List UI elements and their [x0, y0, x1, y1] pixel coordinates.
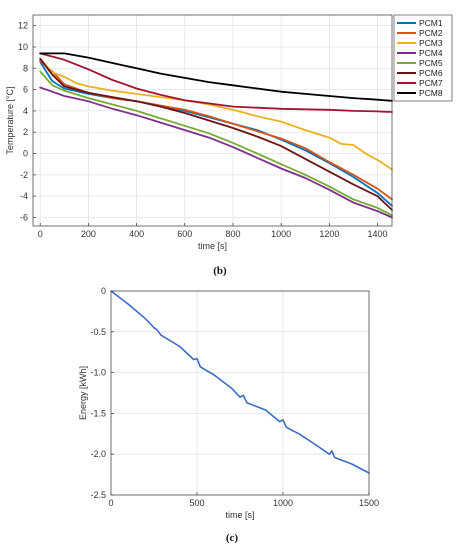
series-line-pcm3 — [39, 57, 393, 171]
series-line-pcm1 — [39, 61, 393, 207]
y-tick-label: 4 — [23, 106, 28, 116]
x-tick-label: 200 — [81, 229, 96, 239]
plot-area — [111, 291, 369, 495]
y-axis-label: Energy [kWh] — [78, 366, 88, 420]
x-tick-label: 1400 — [368, 229, 388, 239]
legend-label-pcm5: PCM5 — [419, 58, 443, 68]
series-line-pcm5 — [39, 70, 393, 217]
legend-label-pcm1: PCM1 — [419, 18, 443, 28]
y-tick-label: -6 — [20, 212, 28, 222]
legend-label-pcm3: PCM3 — [419, 38, 443, 48]
x-tick-label: 0 — [108, 498, 113, 508]
legend-label-pcm2: PCM2 — [419, 28, 443, 38]
y-tick-label: 6 — [23, 85, 28, 95]
x-tick-label: 1200 — [319, 229, 339, 239]
legend-label-pcm7: PCM7 — [419, 78, 443, 88]
y-tick-label: -0.5 — [90, 327, 106, 337]
y-tick-label: -1.5 — [90, 408, 106, 418]
series-line-pcm7 — [39, 52, 393, 113]
series-line-pcm4 — [39, 86, 393, 219]
panel-label-b: (b) — [213, 265, 227, 277]
energy-chart: 0 500 1000 1500 0 -0.5 -1.0 -1.5 -2.0 -2.5 time [s… — [78, 286, 379, 520]
legend-label-pcm8: PCM8 — [419, 88, 443, 98]
y-tick-label: 8 — [23, 63, 28, 73]
y-tick-label: -2.5 — [90, 490, 106, 500]
y-tick-label: 0 — [23, 149, 28, 159]
x-tick-label: 500 — [189, 498, 204, 508]
y-tick-label: -2.0 — [90, 449, 106, 459]
x-tick-label: 800 — [225, 229, 240, 239]
plot-frame — [32, 14, 393, 227]
y-tick-label: 10 — [18, 42, 28, 52]
plot-frame — [110, 290, 370, 496]
x-tick-label: 0 — [38, 229, 43, 239]
x-tick-label: 1500 — [359, 498, 379, 508]
legend-label-pcm4: PCM4 — [419, 48, 443, 58]
panel-label-c: (c) — [226, 532, 239, 544]
y-tick-label: 0 — [101, 286, 106, 296]
y-tick-label: -2 — [20, 170, 28, 180]
x-tick-label: 1000 — [273, 498, 293, 508]
y-axis-label: Temperature [°C] — [5, 86, 15, 154]
y-tick-label: -1.0 — [90, 368, 106, 378]
temperature-chart: 0 200 400 600 800 1000 1200 1400 -6 -4 -2 0 2 4 6 8 10 12… — [5, 14, 393, 251]
y-tick-label: -4 — [20, 191, 28, 201]
x-tick-label: 400 — [129, 229, 144, 239]
x-tick-label: 600 — [177, 229, 192, 239]
x-axis-label: time [s] — [225, 510, 254, 520]
series-line-pcm6 — [39, 57, 393, 211]
y-tick-label: 2 — [23, 127, 28, 137]
x-tick-label: 1000 — [271, 229, 291, 239]
series-line-energy — [110, 290, 370, 474]
y-tick-label: 12 — [18, 21, 28, 31]
legend-label-pcm6: PCM6 — [419, 68, 443, 78]
x-axis-label: time [s] — [198, 241, 227, 251]
series-line-pcm8 — [39, 52, 393, 102]
legend-box — [393, 14, 453, 102]
